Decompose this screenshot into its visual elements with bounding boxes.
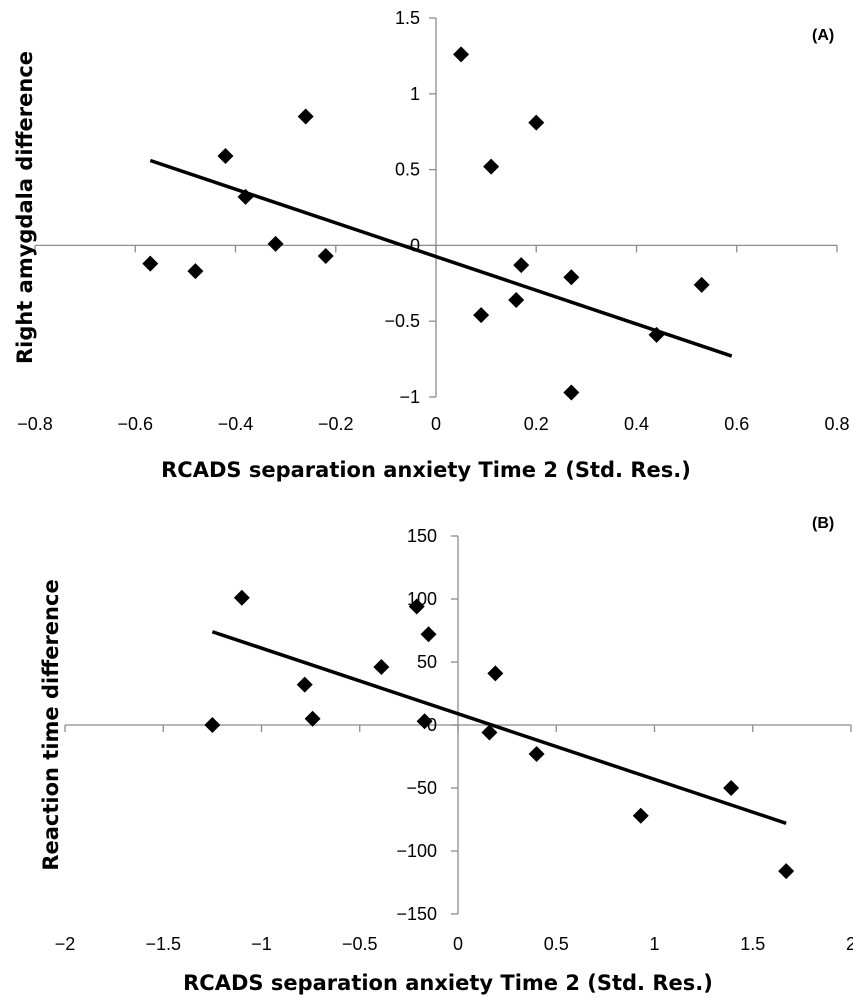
y-tick-label: −100 [396, 841, 437, 861]
x-tick-label: 0.2 [524, 414, 549, 434]
data-point [723, 780, 740, 796]
data-point [142, 255, 159, 272]
data-point [217, 147, 234, 164]
data-point [296, 676, 313, 693]
data-point [648, 326, 665, 343]
data-point [297, 108, 314, 125]
data-point [373, 659, 390, 676]
y-tick-label: 50 [417, 652, 437, 672]
data-point [693, 276, 710, 293]
x-tick-label: 1 [649, 934, 659, 954]
data-point [513, 257, 530, 274]
y-tick-label: 150 [407, 526, 437, 546]
x-tick-label: 0.4 [624, 414, 649, 434]
data-point [420, 626, 437, 643]
data-point [453, 46, 470, 63]
data-point [204, 717, 221, 733]
y-tick-label: 1 [410, 84, 420, 104]
x-tick-label: −0.8 [17, 414, 53, 434]
x-tick-label: −2 [55, 934, 76, 954]
panel-a: −0.8 −0.6 −0.4 −0.2 0 0.2 0.4 0.6 0.8 1.5 1 0.5 0 −0.… [13, 8, 850, 482]
x-tick-label: 2 [846, 934, 853, 954]
data-point [563, 384, 580, 401]
x-tick-label: 0 [453, 934, 463, 954]
x-tick-label: −0.5 [342, 934, 378, 954]
data-point [508, 291, 525, 308]
data-point [187, 263, 204, 280]
y-tick-label: −150 [396, 904, 437, 924]
x-tick-label: −1 [251, 934, 272, 954]
x-tick-label: 0.6 [724, 414, 749, 434]
data-point [483, 158, 500, 175]
y-tick-label: 1.5 [395, 8, 420, 28]
x-tick-label: 0 [431, 414, 441, 434]
trend-line [211, 630, 787, 825]
data-point [487, 665, 504, 682]
data-point [778, 863, 795, 880]
data-point [304, 710, 321, 727]
x-tick-label: 1.5 [740, 934, 765, 954]
y-tick-label: 0 [410, 235, 420, 255]
x-tick-label: −1.5 [145, 934, 181, 954]
panel-label: (A) [812, 27, 834, 44]
x-tick-label: 0.8 [824, 414, 849, 434]
x-axis-title: RCADS separation anxiety Time 2 (Std. Re… [161, 458, 691, 482]
panel-b: −2 −1.5 −1 −0.5 0 0.5 1 1.5 2150100500−50−100−15… [39, 515, 853, 995]
trend-line [149, 158, 733, 358]
x-axis-title: RCADS separation anxiety Time 2 (Std. Re… [183, 971, 713, 995]
data-point [563, 269, 580, 286]
data-point [481, 724, 498, 741]
x-tick-label: −0.4 [218, 414, 254, 434]
y-tick-label: −50 [406, 778, 437, 798]
data-point [528, 745, 545, 762]
x-tick-label: −0.6 [117, 414, 153, 434]
data-point [528, 114, 545, 131]
y-tick-label: −1 [399, 387, 420, 407]
data-point [416, 713, 433, 730]
y-tick-label: −0.5 [384, 311, 420, 331]
data-point [473, 307, 490, 324]
x-tick-label: −0.2 [318, 414, 354, 434]
x-tick-label: 0.5 [544, 934, 569, 954]
data-point [632, 807, 649, 824]
data-point [408, 598, 425, 615]
data-point [267, 235, 284, 252]
data-point [317, 248, 334, 265]
y-tick-label: 0.5 [395, 160, 420, 180]
y-tick-label: 0 [427, 715, 437, 735]
panel-label: (B) [812, 515, 834, 532]
data-point [233, 589, 250, 606]
y-axis-title: Reaction time difference [39, 579, 63, 870]
data-point [237, 188, 254, 205]
y-axis-title: Right amygdala difference [13, 51, 37, 364]
